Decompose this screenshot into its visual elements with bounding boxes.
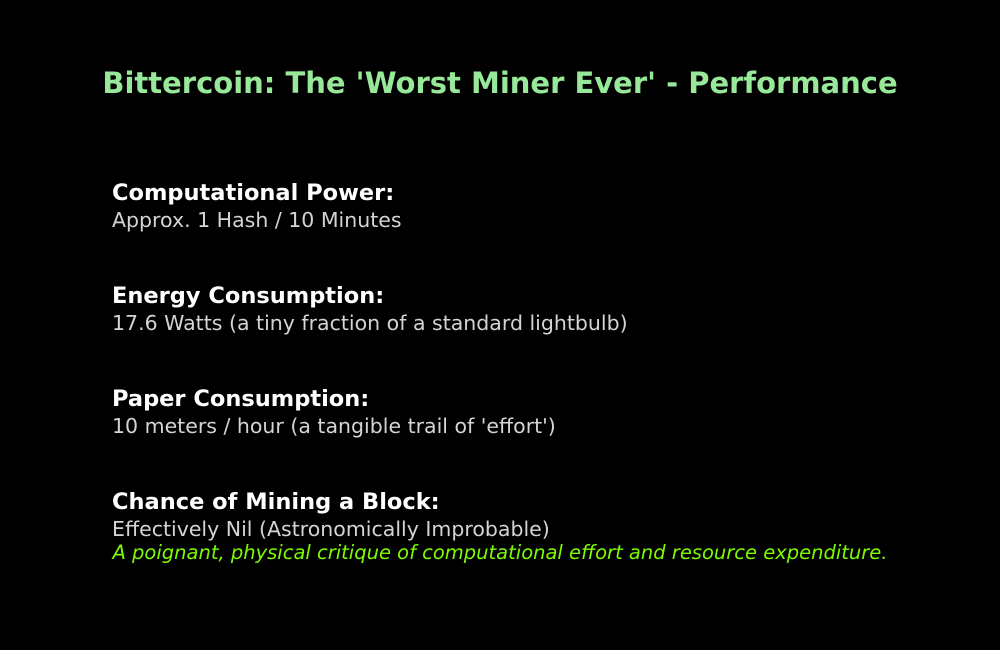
stat-computational-power: Computational Power: Approx. 1 Hash / 10… <box>112 179 402 233</box>
stat-value: 17.6 Watts (a tiny fraction of a standar… <box>112 311 628 335</box>
stat-mining-chance: Chance of Mining a Block: Effectively Ni… <box>112 488 550 542</box>
stat-value: Effectively Nil (Astronomically Improbab… <box>112 517 550 541</box>
page-title: Bittercoin: The 'Worst Miner Ever' - Per… <box>102 66 898 100</box>
stat-value: 10 meters / hour (a tangible trail of 'e… <box>112 414 556 438</box>
stat-label: Paper Consumption: <box>112 386 370 412</box>
stat-label: Chance of Mining a Block: <box>112 489 440 515</box>
stat-label: Computational Power: <box>112 180 395 206</box>
stat-energy-consumption: Energy Consumption: 17.6 Watts (a tiny f… <box>112 282 628 336</box>
stat-paper-consumption: Paper Consumption: 10 meters / hour (a t… <box>112 385 556 439</box>
stat-label: Energy Consumption: <box>112 283 385 309</box>
stat-value: Approx. 1 Hash / 10 Minutes <box>112 208 402 232</box>
caption: A poignant, physical critique of computa… <box>112 541 888 564</box>
